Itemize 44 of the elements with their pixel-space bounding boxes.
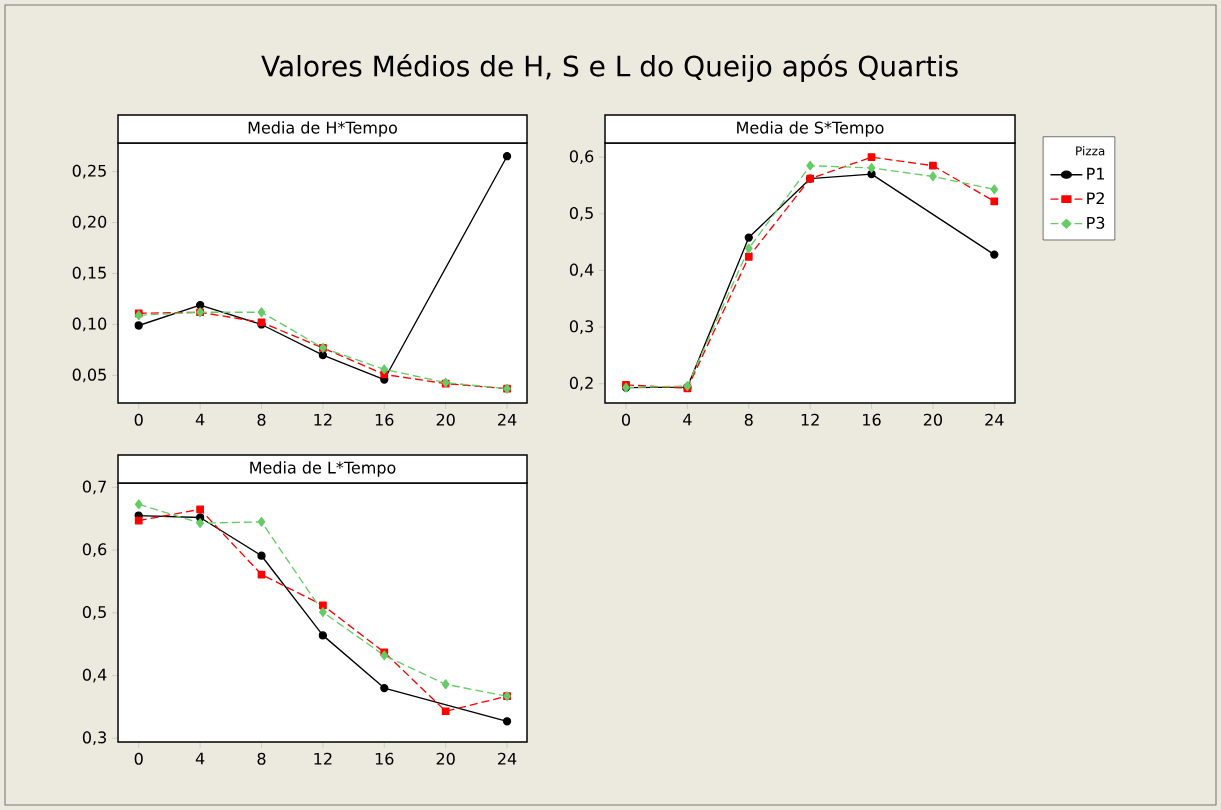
x-tick-label: 24	[498, 413, 517, 426]
y-tick-label: 0,10	[72, 317, 107, 332]
y-tick-label: 0,3	[82, 731, 106, 746]
x-tick-label: 8	[744, 413, 753, 426]
y-tick-label: 0,3	[569, 320, 593, 334]
y-tick-label: 0,6	[82, 543, 107, 557]
x-tick-label: 12	[314, 413, 332, 426]
y-tick-label: 0,4	[569, 263, 594, 278]
chart-subtitle: Media de S*Tempo	[737, 121, 884, 137]
x-tick-label: 8	[257, 752, 266, 765]
x-tick-label: 4	[195, 752, 205, 765]
y-tick-label: 0,5	[569, 206, 593, 221]
x-tick-label: 12	[801, 413, 819, 426]
chart-subtitle: Media de L*Tempo	[250, 461, 396, 477]
y-tick-label: 0,7	[82, 480, 106, 495]
x-tick-label: 16	[375, 413, 394, 426]
y-tick-label: 0,6	[569, 150, 594, 165]
legend-label: P3	[1087, 216, 1105, 229]
x-tick-label: 0	[134, 752, 143, 765]
legend-title: Pizza	[1076, 146, 1105, 156]
y-tick-label: 0,05	[72, 368, 106, 383]
legend-label: P2	[1087, 192, 1104, 205]
x-tick-label: 20	[436, 413, 455, 426]
x-tick-label: 12	[314, 752, 332, 765]
x-tick-label: 20	[436, 752, 455, 765]
x-tick-label: 24	[985, 413, 1004, 426]
chart-subtitle: Media de H*Tempo	[248, 121, 397, 137]
x-tick-label: 20	[923, 413, 943, 426]
x-tick-label: 8	[257, 413, 266, 426]
y-tick-label: 0,4	[82, 668, 107, 683]
x-tick-label: 16	[375, 752, 394, 765]
x-tick-label: 0	[134, 413, 143, 426]
text: Valores Médios de H, S e L do Queijo após Quartis	[261, 53, 958, 83]
legend-label: P1	[1087, 167, 1105, 180]
x-tick-label: 0	[621, 413, 631, 426]
y-tick-label: 0,25	[72, 164, 106, 179]
x-tick-label: 4	[195, 413, 205, 426]
x-tick-label: 24	[498, 752, 517, 765]
x-tick-label: 16	[863, 413, 881, 426]
y-tick-label: 0,15	[72, 266, 106, 281]
y-tick-label: 0,20	[72, 215, 107, 230]
y-tick-label: 0,5	[82, 605, 106, 620]
x-tick-label: 4	[683, 413, 692, 426]
y-tick-label: 0,2	[569, 376, 593, 391]
